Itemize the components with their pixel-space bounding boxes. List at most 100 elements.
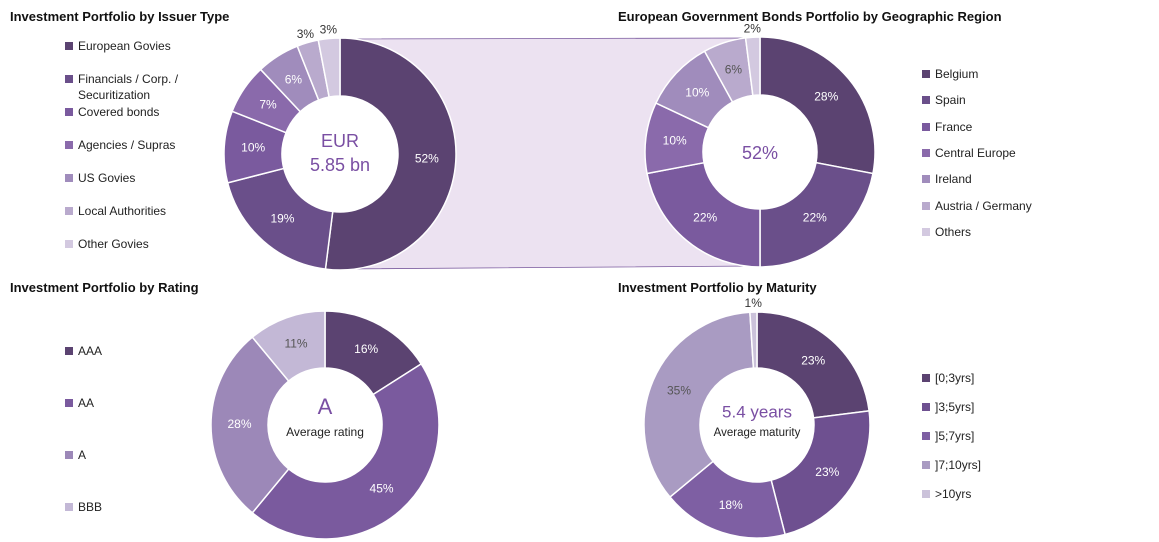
slice-label: 3% xyxy=(297,27,315,41)
slice-label: 19% xyxy=(270,211,294,225)
slice-label: 35% xyxy=(667,383,691,397)
legend-entry: Covered bonds xyxy=(65,104,190,120)
slice-label: 23% xyxy=(801,353,825,367)
legend-label: BBB xyxy=(78,500,103,514)
donut-hole xyxy=(703,95,817,209)
slice-label: 23% xyxy=(815,465,839,479)
legend-label: Agencies / Supras xyxy=(78,138,176,152)
legend-label: Central Europe xyxy=(935,145,1016,160)
legend-swatch xyxy=(922,70,930,78)
legend-entry: Belgium xyxy=(922,66,1072,82)
legend-entry: Local Authorities xyxy=(65,203,190,219)
legend-swatch xyxy=(922,201,930,210)
donut-hole xyxy=(700,368,814,482)
donut-hole xyxy=(282,96,398,212)
slice-label: 45% xyxy=(370,481,394,495)
slice-label: 3% xyxy=(320,23,338,37)
center-label: Average maturity xyxy=(714,427,801,439)
legend-entry: AAA xyxy=(65,343,165,359)
legend-label: ]5;7yrs] xyxy=(935,429,975,443)
slice-label: 7% xyxy=(259,97,277,111)
legend-swatch xyxy=(922,403,930,411)
slice-label: 10% xyxy=(685,85,709,99)
legend-label: Austria / Germany xyxy=(935,198,1032,213)
slice-label: 6% xyxy=(285,73,303,87)
legend-swatch xyxy=(922,96,930,105)
legend-swatch xyxy=(922,461,930,469)
legend-label: Covered bonds xyxy=(78,105,160,119)
legend-label: Ireland xyxy=(935,172,972,187)
legend-entry: ]5;7yrs] xyxy=(922,428,1022,444)
legend-label: Financials / Corp. / Securitization xyxy=(78,72,179,102)
slice-label: 6% xyxy=(725,62,743,76)
slice-label: 10% xyxy=(241,141,265,155)
legend-label: ]7;10yrs] xyxy=(935,458,982,472)
legend-label: A xyxy=(78,448,87,462)
slice-label: 28% xyxy=(227,417,251,431)
slice-label: 18% xyxy=(719,498,743,512)
legend-entry: European Govies xyxy=(65,38,190,54)
legend-entry: Others xyxy=(922,224,1072,240)
legend-label: US Govies xyxy=(78,171,136,185)
slice-label: 10% xyxy=(663,133,687,147)
legend-swatch xyxy=(922,122,930,131)
legend-swatch xyxy=(65,141,73,149)
chart-title: European Government Bonds Portfolio by G… xyxy=(618,9,1002,24)
slice-label: 2% xyxy=(744,21,762,35)
legend-swatch xyxy=(65,399,73,407)
legend-entry: A xyxy=(65,447,165,463)
legend-entry: US Govies xyxy=(65,170,190,186)
center-label: A xyxy=(318,394,333,419)
legend-swatch xyxy=(65,240,73,248)
donut-hole xyxy=(268,368,382,482)
legend-swatch xyxy=(65,42,73,50)
legend-label: Other Govies xyxy=(78,237,149,251)
slice-label: 22% xyxy=(803,210,827,224)
legend-swatch xyxy=(922,432,930,440)
legend-entry: Central Europe xyxy=(922,145,1072,161)
slice-label: 28% xyxy=(814,89,838,103)
legend-swatch xyxy=(922,490,930,498)
legend-label: >10yrs xyxy=(935,487,972,501)
center-label: 5.4 years xyxy=(722,402,792,421)
legend-entry: Agencies / Supras xyxy=(65,137,190,153)
legend-entry: Financials / Corp. / Securitization xyxy=(65,71,190,103)
legend-label: AAA xyxy=(78,344,103,358)
legend-label: Spain xyxy=(935,93,966,108)
slice-label: 1% xyxy=(745,296,763,310)
chart-title: Investment Portfolio by Rating xyxy=(10,280,199,295)
center-label: EUR xyxy=(321,131,359,151)
center-label: Average rating xyxy=(286,425,364,439)
legend-entry: >10yrs xyxy=(922,486,1022,502)
legend-entry: ]3;5yrs] xyxy=(922,399,1022,415)
legend-label: [0;3yrs] xyxy=(935,371,975,385)
legend-entry: Other Govies xyxy=(65,236,190,252)
legend-swatch xyxy=(922,175,930,184)
legend-swatch xyxy=(922,148,930,157)
center-label: 52% xyxy=(742,143,778,163)
legend-entry: [0;3yrs] xyxy=(922,370,1022,386)
slice-label: 11% xyxy=(284,337,307,351)
legend-swatch xyxy=(65,174,73,182)
legend-swatch xyxy=(65,451,73,459)
legend-label: Belgium xyxy=(935,67,979,81)
legend-swatch xyxy=(65,503,73,511)
legend-entry: Austria / Germany xyxy=(922,198,1072,214)
legend-swatch xyxy=(65,207,73,215)
legend-entry: ]7;10yrs] xyxy=(922,457,1022,473)
chart-title: Investment Portfolio by Maturity xyxy=(618,280,817,295)
legend-label: AA xyxy=(78,396,95,410)
legend-entry: Spain xyxy=(922,92,1072,108)
legend-label: ]3;5yrs] xyxy=(935,400,975,414)
slice-label: 16% xyxy=(354,342,378,356)
slice-label: 22% xyxy=(693,210,717,224)
legend-label: France xyxy=(935,119,973,134)
legend-entry: AA xyxy=(65,395,165,411)
legend-label: Local Authorities xyxy=(78,204,167,218)
legend-swatch xyxy=(65,75,73,83)
legend-label: European Govies xyxy=(78,39,171,53)
legend-swatch xyxy=(65,347,73,355)
legend-entry: Ireland xyxy=(922,171,1072,187)
